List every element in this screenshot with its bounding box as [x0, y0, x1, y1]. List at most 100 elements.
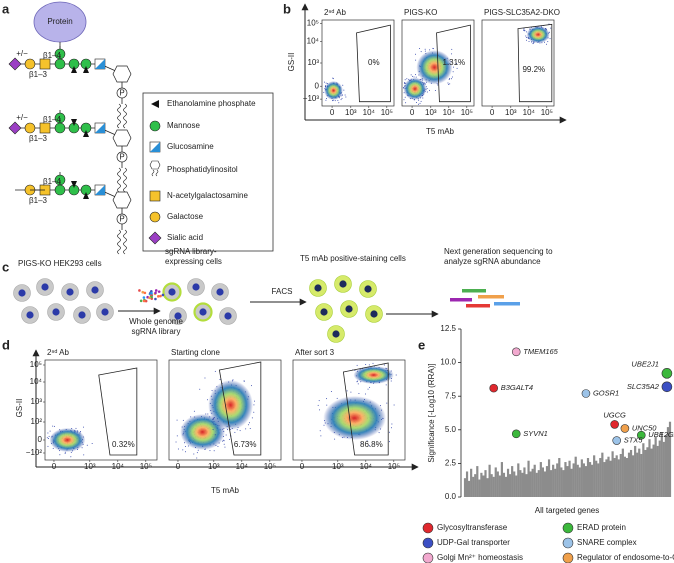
event-dot: [415, 76, 417, 78]
galnac: [39, 58, 51, 70]
x-tick-label: 0: [300, 462, 305, 471]
density: [323, 396, 386, 440]
legend-label: Regulator of endosome-to-Golgi transport: [577, 553, 674, 562]
event-dot: [232, 379, 234, 381]
event-dot: [216, 427, 218, 429]
event-dot: [415, 59, 417, 61]
gate-percent: 0%: [368, 58, 380, 67]
gene-point: [638, 448, 641, 497]
gene-point: [646, 447, 649, 497]
gene-point: [658, 440, 661, 497]
gene-label: SLC35A2: [627, 382, 660, 391]
gene-point: [463, 478, 467, 497]
event-dot: [334, 100, 336, 102]
gene-point: [580, 459, 583, 497]
x-tick-label: 10⁵: [264, 462, 276, 471]
event-dot: [388, 441, 390, 443]
density: [208, 380, 254, 430]
event-dot: [323, 91, 325, 93]
x-tick-label: 10³: [425, 108, 437, 117]
event-dot: [196, 452, 198, 454]
x-tick-label: 0: [176, 462, 181, 471]
y-axis-label: Significance [-Log10 (RRA)]: [427, 363, 436, 462]
event-dot: [346, 390, 348, 392]
legend-label: Mannose: [167, 121, 200, 130]
event-dot: [413, 76, 415, 78]
event-dot: [236, 429, 238, 431]
event-dot: [213, 423, 215, 425]
x-tick-label: 10⁴: [443, 108, 456, 117]
event-dot: [247, 424, 249, 426]
event-dot: [223, 443, 225, 445]
linkage-label: +/−: [16, 113, 28, 122]
gate-percent: 86.8%: [360, 440, 383, 449]
glucosamine-fill: [95, 123, 105, 133]
y-tick-label: 12.5: [440, 324, 456, 333]
gene-point: [562, 470, 565, 497]
event-dot: [343, 89, 345, 91]
event-dot: [372, 362, 374, 364]
hit-point: [661, 368, 673, 379]
event-dot: [405, 102, 407, 104]
gate-percent: 0.32%: [112, 440, 135, 449]
event-dot: [52, 425, 54, 427]
gene-point: [584, 466, 588, 497]
event-dot: [357, 383, 359, 385]
event-dot: [404, 96, 406, 98]
event-dot: [70, 456, 72, 458]
hit-point: [661, 381, 673, 393]
event-dot: [404, 79, 406, 81]
event-dot: [199, 388, 201, 390]
legend-swatch: [422, 522, 434, 534]
mannose: [54, 58, 66, 70]
event-dot: [217, 445, 219, 447]
event-dot: [83, 454, 85, 456]
gene-label: SYVN1: [523, 429, 548, 438]
event-dot: [423, 82, 425, 84]
event-dot: [248, 422, 250, 424]
gate-percent: 1.31%: [442, 58, 465, 67]
x-tick-label: 10³: [332, 462, 344, 471]
gate: [356, 24, 391, 103]
x-tick-label: 10⁵: [541, 108, 553, 117]
legend-swatch: [562, 552, 574, 563]
gene-point: [627, 452, 631, 497]
gene-point: [560, 467, 563, 497]
event-dot: [245, 428, 247, 430]
library-dot: [150, 291, 153, 295]
nucleus: [18, 289, 26, 297]
library-dot: [143, 291, 147, 295]
galnac: [149, 190, 161, 202]
event-dot: [323, 81, 325, 83]
nucleus: [52, 308, 60, 316]
event-dot: [369, 445, 371, 447]
event-dot: [544, 41, 546, 43]
nucleus: [192, 283, 200, 291]
hit-point: [489, 383, 499, 393]
event-dot: [196, 457, 198, 459]
event-dot: [456, 67, 458, 69]
event-dot: [184, 445, 186, 447]
gene-point: [550, 470, 553, 497]
gene-point: [527, 460, 530, 497]
ethanolamine-phosphate: [71, 119, 77, 126]
gene-point: [517, 463, 520, 497]
gene-point: [480, 472, 483, 497]
gene-point: [605, 459, 608, 497]
legend-swatch: [422, 537, 434, 549]
y-axis-label: GS-II: [15, 399, 24, 418]
gene-point: [621, 448, 624, 497]
lipid-tail: [117, 229, 121, 255]
gene-point: [601, 452, 604, 497]
event-dot: [193, 410, 195, 412]
event-dot: [528, 41, 530, 43]
event-dot: [204, 377, 206, 379]
event-dot: [404, 82, 406, 84]
gene-point: [539, 462, 542, 497]
gate: [218, 361, 262, 456]
panel-letter: c: [2, 259, 9, 274]
event-dot: [403, 99, 405, 101]
event-dot: [47, 445, 49, 447]
event-dot: [47, 432, 49, 434]
event-dot: [360, 442, 362, 444]
